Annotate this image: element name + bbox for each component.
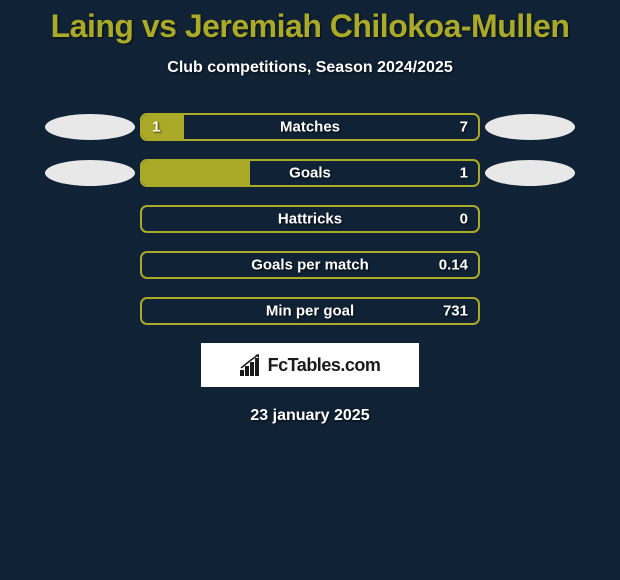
player-right-placeholder	[480, 159, 580, 187]
stat-row: Goals per match 0.14	[0, 251, 620, 279]
page-title: Laing vs Jeremiah Chilokoa-Mullen	[0, 8, 620, 45]
date-label: 23 january 2025	[0, 407, 620, 425]
avatar-placeholder	[485, 160, 575, 186]
stat-bar: Goals per match 0.14	[140, 251, 480, 279]
stat-bar-fill	[142, 115, 184, 139]
stat-bar: Goals 1	[140, 159, 480, 187]
stat-row: Hattricks 0	[0, 205, 620, 233]
stat-label: Hattricks	[278, 211, 342, 228]
stat-label: Min per goal	[266, 303, 354, 320]
stat-left-value: 1	[152, 119, 160, 136]
stat-bar: Hattricks 0	[140, 205, 480, 233]
stat-bar-fill	[142, 161, 250, 185]
stat-label: Goals	[289, 165, 331, 182]
stat-row: Goals 1	[0, 159, 620, 187]
stat-row: 1 Matches 7	[0, 113, 620, 141]
source-logo[interactable]: FcTables.com	[201, 343, 419, 387]
avatar-placeholder	[485, 114, 575, 140]
stats-rows: 1 Matches 7 Goals 1 Hattricks 0 Goals per match…	[0, 113, 620, 325]
comparison-card: Laing vs Jeremiah Chilokoa-Mullen Club c…	[0, 0, 620, 425]
stat-right-value: 0.14	[439, 257, 468, 274]
avatar-placeholder	[45, 114, 135, 140]
stat-right-value: 0	[460, 211, 468, 228]
player-left-placeholder	[40, 159, 140, 187]
stat-right-value: 7	[460, 119, 468, 136]
stat-label: Matches	[280, 119, 340, 136]
stat-bar: Min per goal 731	[140, 297, 480, 325]
stat-bar: 1 Matches 7	[140, 113, 480, 141]
subtitle: Club competitions, Season 2024/2025	[0, 59, 620, 77]
stat-label: Goals per match	[251, 257, 369, 274]
stat-row: Min per goal 731	[0, 297, 620, 325]
player-right-placeholder	[480, 113, 580, 141]
stat-right-value: 1	[460, 165, 468, 182]
stat-right-value: 731	[443, 303, 468, 320]
logo-text: FcTables.com	[268, 355, 381, 376]
avatar-placeholder	[45, 160, 135, 186]
barchart-icon	[240, 354, 264, 376]
player-left-placeholder	[40, 113, 140, 141]
